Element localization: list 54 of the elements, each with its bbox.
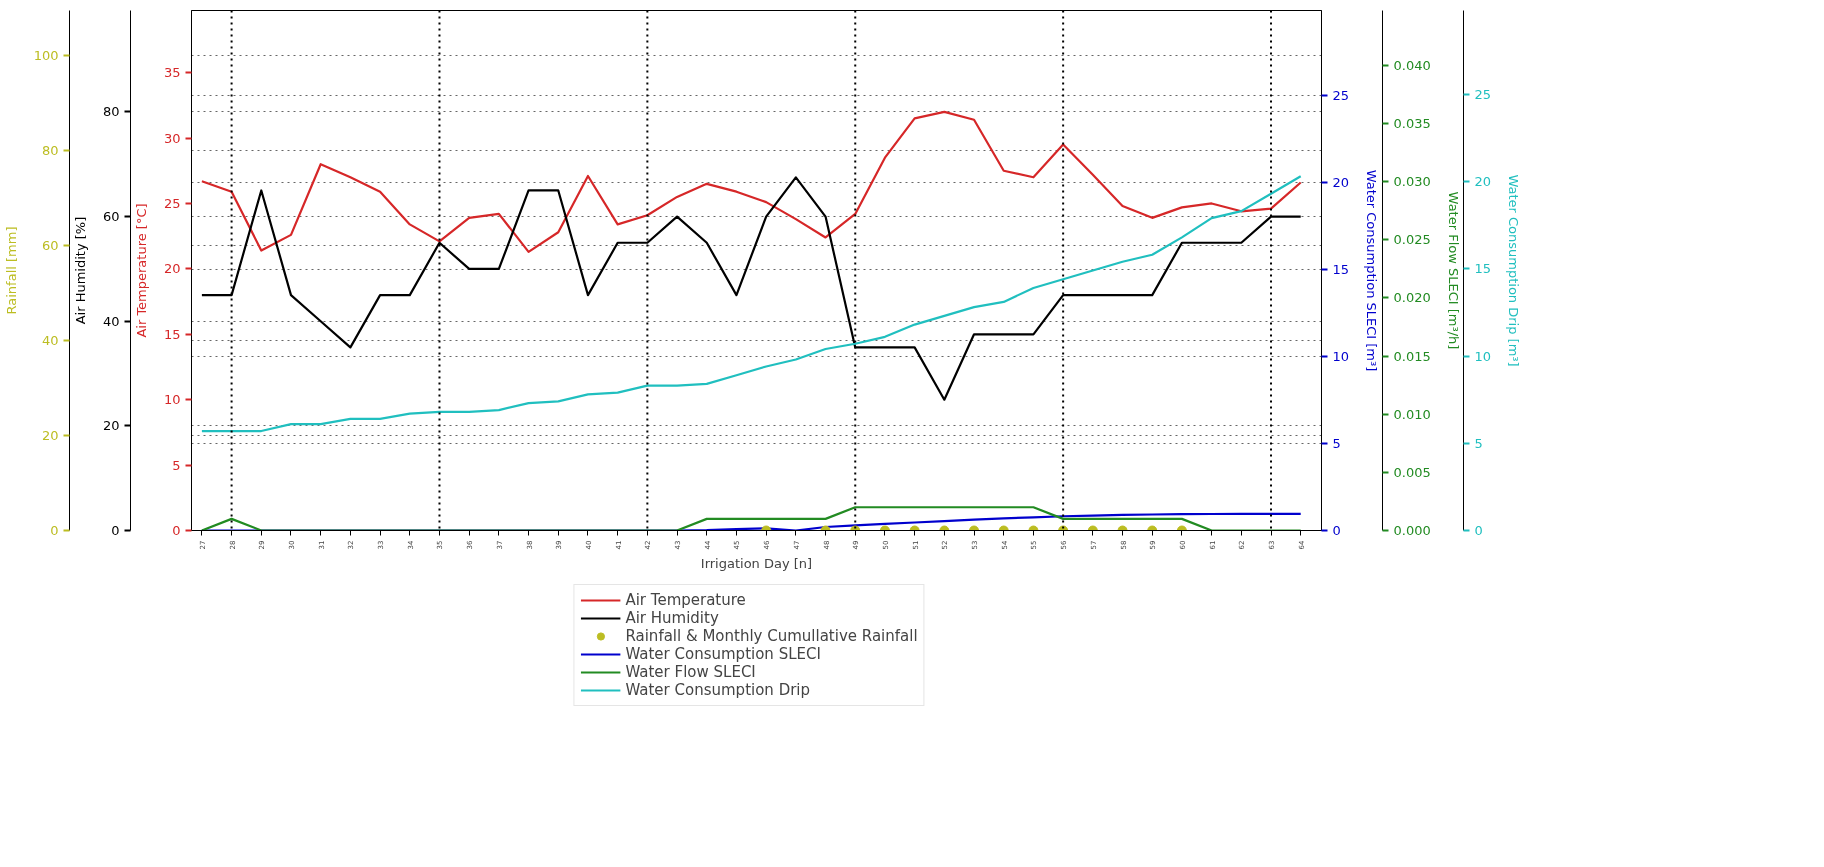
y-tick-label: 20 — [102, 418, 120, 434]
y2-tick-label: 0 — [1474, 523, 1483, 538]
y-tick-label: 80 — [41, 143, 59, 159]
y-tick-label: 20 — [163, 261, 181, 277]
y2-tick-label: 10 — [1474, 348, 1492, 364]
y2-tick-label: 15 — [1332, 262, 1350, 278]
y-tick-label: 25 — [163, 195, 181, 211]
y2-tick-label: 5 — [1332, 436, 1341, 452]
legend-label: Rainfall & Monthly Cumullative Rainfall — [625, 627, 918, 645]
y2-tick-label: 5 — [1474, 435, 1483, 451]
y-tick-label: 40 — [102, 313, 120, 329]
y2-tick-label: 0.040 — [1393, 57, 1431, 73]
y-tick-label: 60 — [41, 238, 59, 254]
y2-tick-label: 25 — [1332, 88, 1350, 104]
y-axis-title: Air Temperature [°C] — [133, 203, 149, 338]
y2-axis-title: Water Consumption Drip [m³] — [1506, 174, 1522, 367]
y-tick-label: 0 — [172, 523, 181, 538]
legend-label: Air Humidity — [625, 609, 719, 627]
y2-tick-label: 0.025 — [1393, 232, 1431, 248]
y-tick-label: 20 — [41, 428, 59, 444]
y-axis-title: Air Humidity [%] — [72, 216, 88, 325]
legend-label: Water Consumption SLECI — [625, 645, 821, 663]
y-tick-label: 40 — [41, 333, 59, 349]
legend-label: Water Consumption Drip — [625, 681, 811, 699]
y2-tick-label: 0.005 — [1393, 464, 1431, 480]
y2-tick-label: 0 — [1332, 523, 1341, 538]
y2-tick-label: 0.010 — [1393, 406, 1431, 422]
y-tick-label: 15 — [163, 326, 181, 342]
legend-label: Air Temperature — [625, 591, 746, 609]
y2-tick-label: 0.020 — [1393, 290, 1431, 306]
y-tick-label: 5 — [172, 457, 181, 473]
y2-tick-label: 20 — [1332, 175, 1350, 191]
y2-tick-label: 0.030 — [1393, 174, 1431, 190]
y-tick-label: 35 — [163, 65, 181, 81]
y-axis-title: Rainfall [mm] — [3, 226, 19, 315]
y-tick-label: 60 — [102, 209, 120, 225]
y-tick-label: 100 — [33, 48, 59, 64]
y2-tick-label: 25 — [1474, 86, 1492, 102]
x-axis-title: Irrigation Day [n] — [700, 556, 813, 572]
y2-tick-label: 0.000 — [1393, 523, 1431, 538]
y-tick-label: 10 — [163, 392, 181, 408]
y2-axis-title: Water Consumption SLECI [m³] — [1364, 169, 1380, 372]
y-tick-label: 0 — [50, 523, 59, 538]
y2-tick-label: 20 — [1474, 174, 1492, 190]
y-tick-label: 30 — [163, 130, 181, 146]
y2-tick-label: 10 — [1332, 349, 1350, 365]
y2-tick-label: 15 — [1474, 261, 1492, 277]
y2-axis-title: Water Flow SLECI [m³/h] — [1445, 191, 1461, 350]
line-series — [200, 110, 1302, 253]
y2-tick-label: 0.035 — [1393, 115, 1431, 131]
legend-label: Water Flow SLECI — [625, 663, 756, 681]
y2-tick-label: 0.015 — [1393, 348, 1431, 364]
y-tick-label: 80 — [102, 104, 120, 120]
y-tick-label: 0 — [111, 523, 120, 538]
